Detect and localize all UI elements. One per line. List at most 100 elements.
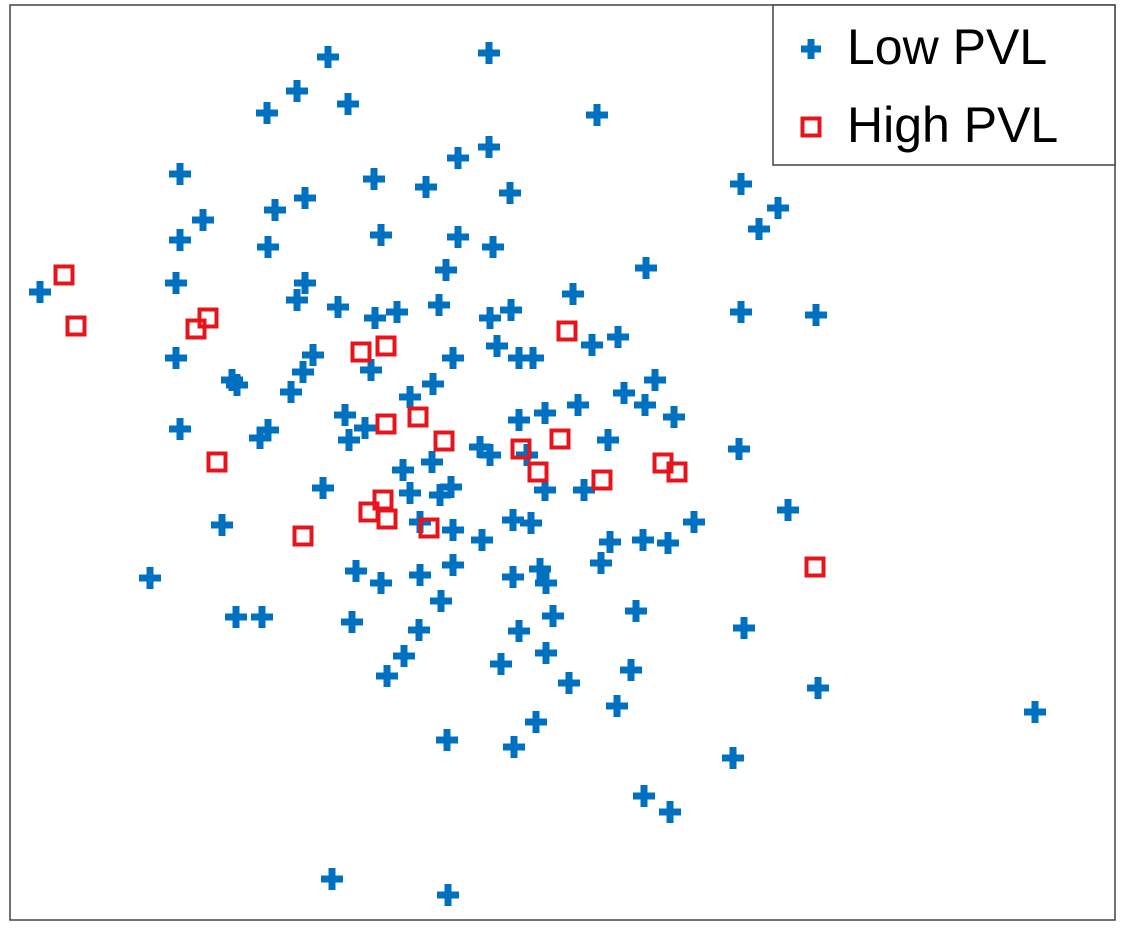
plus-marker — [317, 46, 339, 68]
plus-marker — [256, 102, 278, 124]
plus-marker — [586, 104, 608, 126]
plus-marker — [302, 344, 324, 366]
plus-marker — [807, 677, 829, 699]
plus-marker — [722, 747, 744, 769]
plus-marker — [534, 402, 556, 424]
plus-marker — [257, 236, 279, 258]
square-marker — [510, 438, 532, 460]
plus-marker — [415, 176, 437, 198]
plus-marker — [363, 168, 385, 190]
plus-marker — [767, 197, 789, 219]
square-marker — [418, 517, 440, 539]
plus-marker — [169, 418, 191, 440]
plus-marker — [430, 590, 452, 612]
plus-marker — [408, 619, 430, 641]
plus-marker — [728, 438, 750, 460]
plus-marker — [165, 272, 187, 294]
square-marker — [206, 451, 228, 473]
plus-marker — [264, 199, 286, 221]
plus-marker — [516, 444, 538, 466]
plus-marker — [338, 429, 360, 451]
plus-marker — [447, 226, 469, 248]
plus-marker — [251, 606, 273, 628]
plus-marker — [508, 620, 530, 642]
square-marker — [376, 508, 398, 530]
plus-marker — [599, 531, 621, 553]
plus-marker — [490, 653, 512, 675]
plus-marker — [529, 558, 551, 580]
square-marker — [666, 461, 688, 483]
plus-marker — [399, 482, 421, 504]
plus-marker — [360, 359, 382, 381]
plus-marker — [1024, 701, 1046, 723]
plus-marker — [733, 617, 755, 639]
plus-marker — [435, 259, 457, 281]
plus-marker — [590, 552, 612, 574]
legend-marker — [800, 116, 822, 138]
plus-marker — [748, 218, 770, 240]
plus-marker — [625, 600, 647, 622]
plus-marker — [581, 334, 603, 356]
plus-marker — [225, 606, 247, 628]
plus-marker — [341, 611, 363, 633]
square-marker — [591, 469, 613, 491]
plus-marker — [635, 257, 657, 279]
plus-marker — [249, 427, 271, 449]
plus-marker — [479, 444, 501, 466]
plus-marker — [607, 326, 629, 348]
plus-marker — [535, 642, 557, 664]
plus-marker — [169, 229, 191, 251]
plus-marker — [165, 347, 187, 369]
plus-marker — [522, 347, 544, 369]
legend-label: Low PVL — [847, 19, 1047, 75]
plus-marker — [730, 301, 752, 323]
plus-marker — [478, 42, 500, 64]
square-marker — [375, 335, 397, 357]
plus-marker — [422, 373, 444, 395]
plus-marker — [503, 736, 525, 758]
plus-marker — [334, 404, 356, 426]
square-marker — [375, 413, 397, 435]
plus-marker — [286, 289, 308, 311]
plus-marker — [376, 665, 398, 687]
square-marker — [292, 525, 314, 547]
plus-marker — [730, 173, 752, 195]
plus-marker — [657, 532, 679, 554]
plus-marker — [478, 136, 500, 158]
plus-marker — [327, 296, 349, 318]
plus-marker — [573, 479, 595, 501]
plus-marker — [659, 801, 681, 823]
plus-marker — [280, 381, 302, 403]
plus-marker — [429, 484, 451, 506]
plus-marker — [562, 283, 584, 305]
plus-marker — [500, 299, 522, 321]
plus-marker — [211, 514, 233, 536]
plus-marker — [499, 182, 521, 204]
plus-marker — [632, 529, 654, 551]
plus-marker — [644, 369, 666, 391]
plus-marker — [437, 884, 459, 906]
plus-marker — [428, 294, 450, 316]
plus-marker — [192, 209, 214, 231]
plus-marker — [597, 429, 619, 451]
square-marker — [556, 320, 578, 342]
legend-label: High PVL — [847, 97, 1058, 153]
plus-marker — [292, 361, 314, 383]
plus-marker — [294, 187, 316, 209]
plus-marker — [29, 281, 51, 303]
plus-marker — [312, 477, 334, 499]
plus-marker — [683, 511, 705, 533]
plus-marker — [421, 451, 443, 473]
plus-marker — [634, 394, 656, 416]
square-marker — [53, 264, 75, 286]
plus-marker — [567, 394, 589, 416]
plus-marker — [535, 572, 557, 594]
plus-marker — [606, 695, 628, 717]
square-marker — [350, 341, 372, 363]
square-marker — [407, 406, 429, 428]
plus-marker — [520, 512, 542, 534]
plus-marker — [447, 147, 469, 169]
plus-marker — [482, 236, 504, 258]
square-marker — [804, 556, 826, 578]
